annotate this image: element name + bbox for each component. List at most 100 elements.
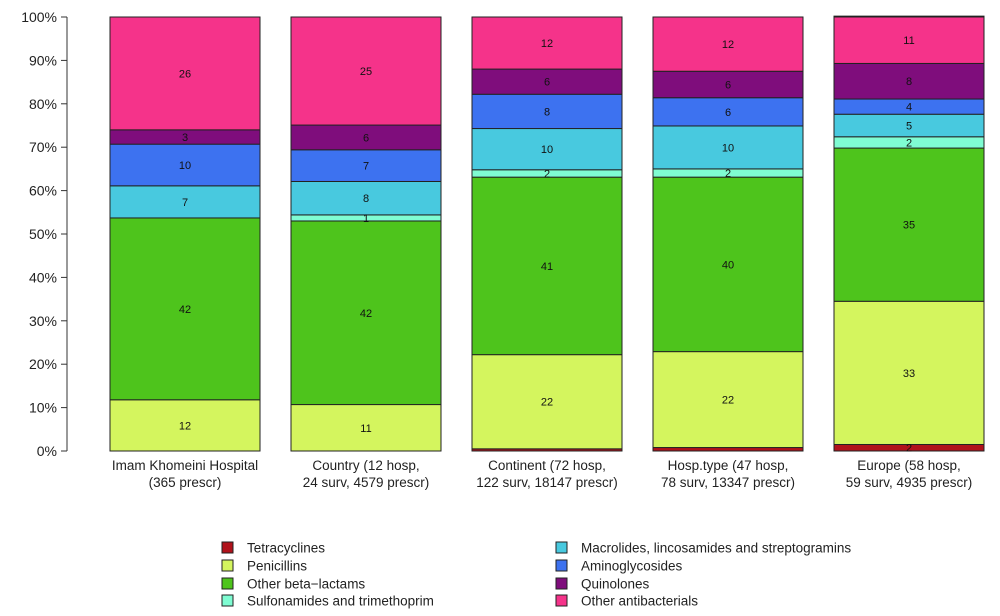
legend-swatch (555, 594, 568, 607)
x-category-label: (365 prescr) (149, 475, 222, 490)
x-category-label: 59 surv, 4935 prescr) (846, 475, 973, 490)
data-label: 11 (360, 423, 371, 435)
data-labels: 1242710326114218762522412108612224021066… (179, 35, 915, 455)
legend-label: Quinolones (581, 577, 650, 592)
y-tick-label: 70% (29, 139, 57, 155)
data-label: 8 (544, 106, 550, 118)
bar-segment (471, 354, 623, 450)
bar-outline (109, 16, 261, 452)
y-tick-label: 90% (29, 52, 57, 68)
bar-segment (652, 447, 804, 452)
x-category-label: 24 surv, 4579 prescr) (303, 475, 430, 490)
data-label: 12 (722, 39, 734, 51)
data-label: 1 (363, 213, 369, 225)
bar-segment (652, 97, 804, 127)
y-axis: 0% 10% 20% 30% 40% 50% 60% 70% 80% 90% 100% (21, 9, 68, 459)
x-category-label: Hosp.type (47 hosp, (668, 458, 789, 473)
data-label: 22 (722, 395, 734, 407)
data-label: 10 (541, 144, 553, 156)
legend: Tetracyclines Penicillins Other beta−lacta… (221, 541, 851, 609)
data-label: 4 (906, 102, 912, 114)
bar-segment (833, 300, 985, 445)
data-label: 6 (544, 77, 550, 89)
x-category-label: Country (12 hosp, (312, 458, 419, 473)
data-label: 22 (541, 397, 553, 409)
data-label: 42 (179, 304, 191, 316)
bar-segment (109, 399, 261, 452)
data-label: 33 (903, 368, 915, 380)
bar-segment (471, 176, 623, 356)
legend-label: Penicillins (247, 559, 307, 574)
legend-swatch (555, 577, 568, 590)
data-label: 7 (363, 161, 369, 173)
legend-label: Tetracyclines (247, 541, 325, 556)
x-category-label: Europe (58 hosp, (857, 458, 961, 473)
data-label: 6 (725, 107, 731, 119)
legend-label: Macrolides, lincosamides and streptogram… (581, 541, 851, 556)
bar-segment (471, 16, 623, 70)
data-label: 2 (544, 168, 550, 180)
bar-outline (652, 16, 804, 452)
x-category-label: 122 surv, 18147 prescr) (476, 475, 618, 490)
bar-segment (471, 128, 623, 171)
bar-outline (833, 16, 985, 452)
legend-label: Aminoglycosides (581, 559, 683, 574)
legend-swatch (221, 577, 234, 590)
y-tick-label: 10% (29, 400, 57, 416)
bar-segment (471, 93, 623, 130)
x-axis-labels: Imam Khomeini Hospital (365 prescr) Countr… (112, 458, 972, 490)
bar-segment (652, 176, 804, 353)
data-label: 6 (363, 132, 369, 144)
bar-outline (471, 16, 623, 452)
legend-swatch (555, 559, 568, 572)
bar-segment (109, 217, 261, 401)
data-label: 12 (179, 420, 191, 432)
data-label: 2 (725, 168, 731, 180)
data-label: 12 (541, 38, 553, 50)
y-tick-label: 100% (21, 9, 57, 25)
data-label: 8 (363, 193, 369, 205)
x-category-label: 78 surv, 13347 prescr) (661, 475, 795, 490)
y-tick-label: 20% (29, 356, 57, 372)
bar-segment (290, 16, 442, 126)
bar-segment (652, 16, 804, 72)
y-tick-label: 30% (29, 313, 57, 329)
y-tick-label: 50% (29, 226, 57, 242)
bar-segment (833, 15, 985, 64)
bar-segment (290, 404, 442, 452)
data-label: 6 (725, 79, 731, 91)
data-label: 25 (360, 66, 372, 78)
y-tick-label: 40% (29, 269, 57, 285)
bars (109, 15, 985, 452)
data-label: 40 (722, 259, 734, 271)
data-label: 42 (360, 308, 372, 320)
legend-swatch (221, 594, 234, 607)
bar-segment (290, 220, 442, 406)
bar-segment (652, 70, 804, 99)
bar-segment (471, 68, 623, 95)
data-label: 3 (182, 132, 188, 144)
data-label: 41 (541, 261, 553, 273)
x-category-label: Imam Khomeini Hospital (112, 458, 258, 473)
data-label: 10 (179, 160, 191, 172)
data-label: 7 (182, 197, 188, 209)
x-category-label: Continent (72 hosp, (488, 458, 606, 473)
y-tick-label: 80% (29, 96, 57, 112)
legend-swatch (221, 541, 234, 554)
data-label: 35 (903, 220, 915, 232)
legend-swatch (221, 559, 234, 572)
bar-segment (109, 16, 261, 131)
data-label: 26 (179, 68, 191, 80)
data-label: 8 (906, 76, 912, 88)
legend-label: Other antibacterials (581, 594, 698, 609)
data-label: 11 (903, 35, 914, 47)
data-label: 10 (722, 142, 734, 154)
data-label: 2 (906, 443, 912, 455)
data-label: 2 (906, 137, 912, 149)
legend-label: Other beta−lactams (247, 577, 365, 592)
y-tick-label: 60% (29, 183, 57, 199)
bar-outline (290, 16, 442, 452)
data-label: 5 (906, 121, 912, 133)
legend-label: Sulfonamides and trimethoprim (247, 594, 434, 609)
